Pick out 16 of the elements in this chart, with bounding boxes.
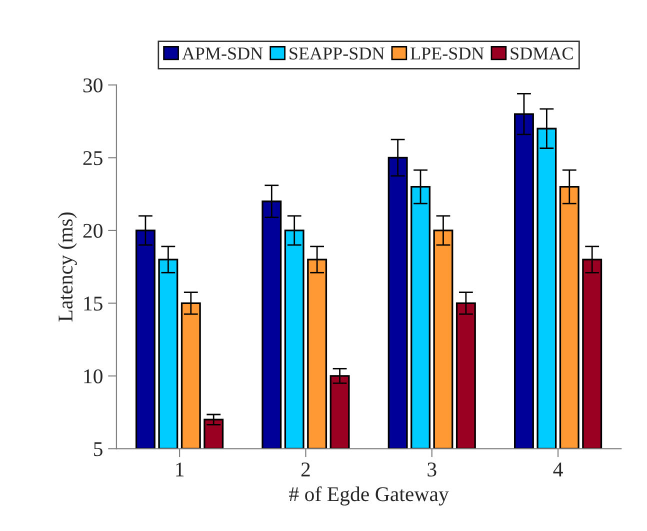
legend-label: SDMAC [510, 47, 573, 60]
legend-label: LPE-SDN [410, 47, 484, 60]
legend-label: APM-SDN [182, 47, 263, 60]
legend-label: SEAPP-SDN [290, 47, 384, 60]
x-axis-title: # of Egde Gateway [289, 486, 449, 506]
x-tick-label: 3 [428, 462, 436, 477]
y-tick-label: 20 [83, 224, 102, 238]
y-tick-label: 10 [84, 369, 102, 384]
y-tick-label: 30 [83, 78, 102, 92]
x-tick-label: 2 [301, 462, 310, 476]
y-tick-label: 15 [84, 296, 102, 311]
y-tick-label: 25 [83, 151, 102, 166]
y-axis-title: Latency (ms) [58, 212, 77, 322]
x-tick-label: 4 [553, 462, 563, 476]
x-tick-label: 1 [176, 462, 184, 476]
y-tick-label: 5 [94, 442, 102, 456]
